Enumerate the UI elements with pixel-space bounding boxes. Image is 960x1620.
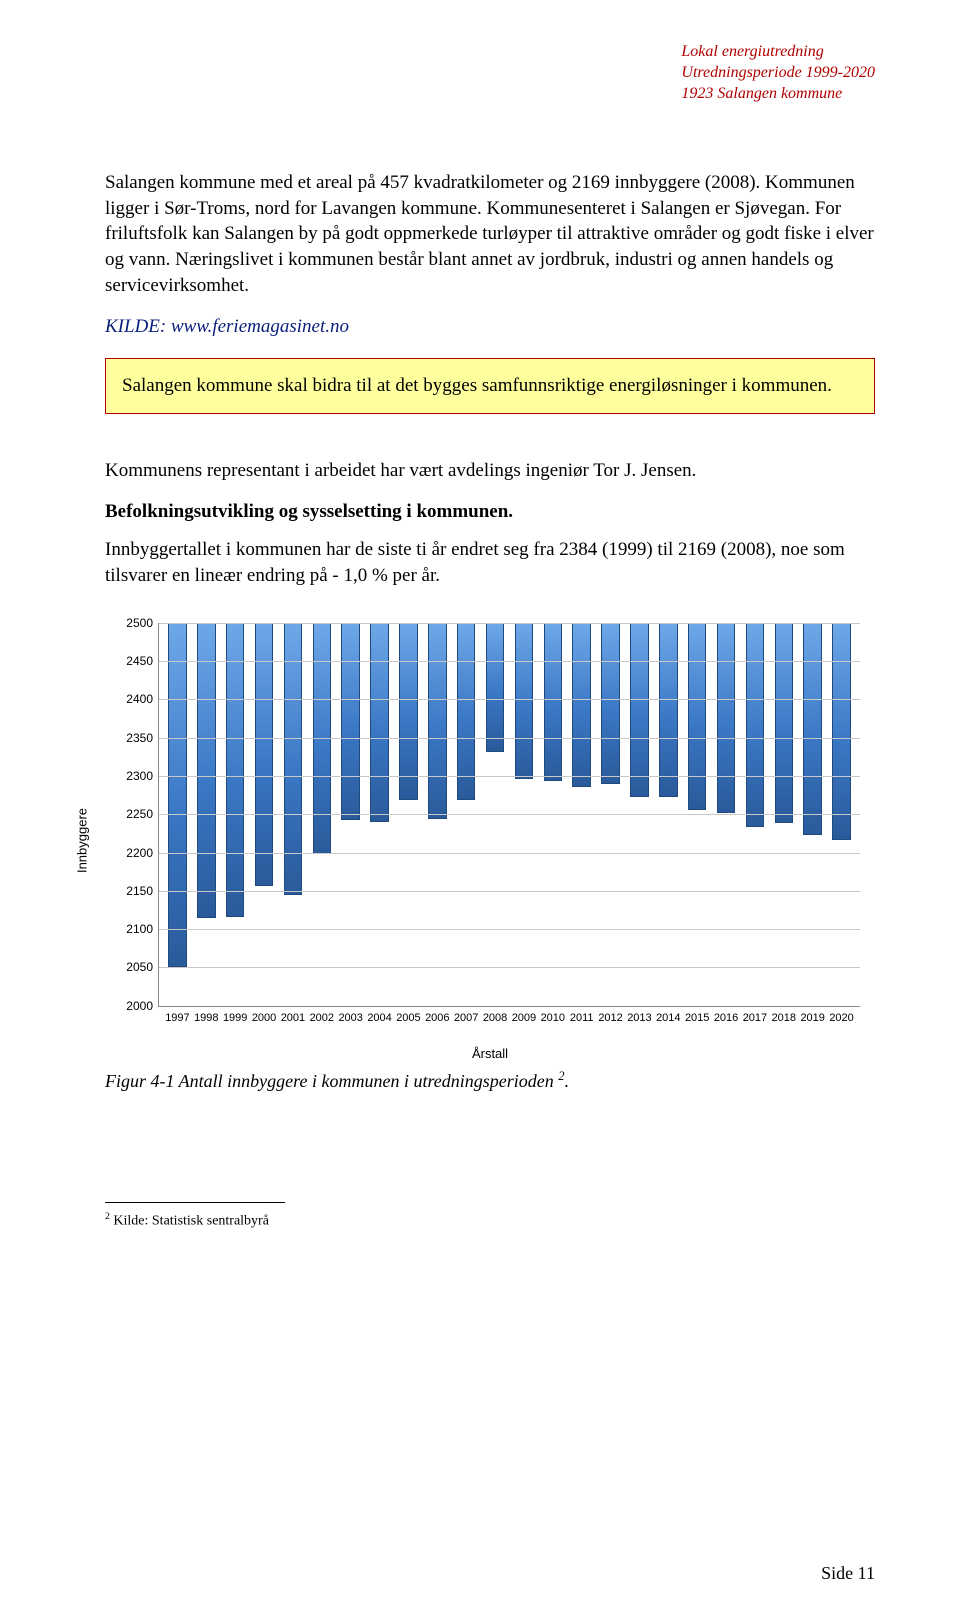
chart-xtick: 2009: [512, 1006, 536, 1024]
y-axis-label: Innbyggere: [75, 808, 90, 873]
chart-xtick: 2005: [396, 1006, 420, 1024]
chart-ytick: 2100: [126, 922, 159, 936]
chart-xtick: 2002: [310, 1006, 334, 1024]
chart-bar: [515, 623, 533, 779]
header-line-2: Utredningsperiode 1999-2020: [681, 63, 875, 84]
footnote: 2 Kilde: Statistisk sentralbyrå: [105, 1211, 875, 1230]
chart-xtick: 2010: [541, 1006, 565, 1024]
chart-xtick: 2017: [743, 1006, 767, 1024]
chart-bar: [284, 623, 302, 895]
chart-bar: [746, 623, 764, 827]
chart-plot-area: 1997199819992000200120022003200420052006…: [158, 623, 860, 1007]
caption-text: Figur 4-1 Antall innbyggere i kommunen i…: [105, 1071, 558, 1091]
chart-xtick: 2000: [252, 1006, 276, 1024]
chart-xtick: 2012: [598, 1006, 622, 1024]
chart-ytick: 2400: [126, 692, 159, 706]
caption-after: .: [565, 1071, 570, 1091]
chart-xtick: 1997: [165, 1006, 189, 1024]
chart-gridline: [159, 738, 860, 739]
chart-bar: [832, 623, 850, 840]
chart-gridline: [159, 814, 860, 815]
section-heading: Befolkningsutvikling og sysselsetting i …: [105, 501, 875, 523]
chart-bar: [572, 623, 590, 788]
chart-ytick: 2050: [126, 960, 159, 974]
chart-xtick: 2006: [425, 1006, 449, 1024]
highlight-box: Salangen kommune skal bidra til at det b…: [105, 358, 875, 414]
chart-gridline: [159, 929, 860, 930]
population-chart: Innbyggere 19971998199920002001200220032…: [105, 613, 875, 1053]
chart-xtick: 2013: [627, 1006, 651, 1024]
chart-bar: [226, 623, 244, 917]
chart-gridline: [159, 967, 860, 968]
chart-xtick: 2003: [338, 1006, 362, 1024]
chart-bar: [168, 623, 186, 967]
x-axis-label: Årstall: [472, 1046, 508, 1061]
header-line-1: Lokal energiutredning: [681, 42, 875, 63]
chart-ytick: 2200: [126, 846, 159, 860]
chart-bar: [688, 623, 706, 810]
chart-xtick: 2016: [714, 1006, 738, 1024]
chart-bar: [370, 623, 388, 822]
page-number: Side 11: [821, 1563, 875, 1584]
footnote-rule: [105, 1202, 285, 1203]
chart-bar: [255, 623, 273, 887]
chart-gridline: [159, 661, 860, 662]
chart-xtick: 2018: [772, 1006, 796, 1024]
chart-bar: [717, 623, 735, 814]
header-line-3: 1923 Salangen kommune: [681, 84, 875, 105]
chart-xtick: 2001: [281, 1006, 305, 1024]
chart-bar: [803, 623, 821, 835]
chart-ytick: 2500: [126, 616, 159, 630]
chart-xtick: 2014: [656, 1006, 680, 1024]
chart-xtick: 2007: [454, 1006, 478, 1024]
chart-xtick: 2004: [367, 1006, 391, 1024]
chart-bar: [399, 623, 417, 801]
document-header: Lokal energiutredning Utredningsperiode …: [681, 42, 875, 104]
chart-ytick: 2000: [126, 999, 159, 1013]
chart-bar: [457, 623, 475, 800]
chart-bar: [601, 623, 619, 785]
chart-ytick: 2150: [126, 884, 159, 898]
chart-xtick: 2019: [800, 1006, 824, 1024]
chart-gridline: [159, 699, 860, 700]
chart-xtick: 1998: [194, 1006, 218, 1024]
chart-bar: [630, 623, 648, 797]
chart-xtick: 1999: [223, 1006, 247, 1024]
figure-caption: Figur 4-1 Antall innbyggere i kommunen i…: [105, 1069, 875, 1092]
chart-bar: [428, 623, 446, 819]
chart-bar: [659, 623, 677, 798]
chart-gridline: [159, 623, 860, 624]
highlight-text: Salangen kommune skal bidra til at det b…: [122, 375, 832, 396]
chart-bar: [341, 623, 359, 821]
chart-gridline: [159, 891, 860, 892]
chart-ytick: 2250: [126, 807, 159, 821]
chart-bar: [486, 623, 504, 752]
chart-ytick: 2300: [126, 769, 159, 783]
chart-bar: [775, 623, 793, 823]
chart-xtick: 2020: [829, 1006, 853, 1024]
chart-gridline: [159, 776, 860, 777]
chart-xtick: 2015: [685, 1006, 709, 1024]
chart-gridline: [159, 853, 860, 854]
intro-paragraph: Salangen kommune med et areal på 457 kva…: [105, 170, 875, 298]
population-paragraph: Innbyggertallet i kommunen har de siste …: [105, 537, 875, 588]
chart-bar: [544, 623, 562, 781]
chart-bar: [197, 623, 215, 918]
chart-xtick: 2011: [570, 1006, 594, 1024]
footnote-text: Kilde: Statistisk sentralbyrå: [110, 1213, 269, 1228]
chart-xtick: 2008: [483, 1006, 507, 1024]
source-line: KILDE: www.feriemagasinet.no: [105, 316, 875, 338]
representative-paragraph: Kommunens representant i arbeidet har væ…: [105, 458, 875, 484]
chart-ytick: 2350: [126, 731, 159, 745]
chart-ytick: 2450: [126, 654, 159, 668]
